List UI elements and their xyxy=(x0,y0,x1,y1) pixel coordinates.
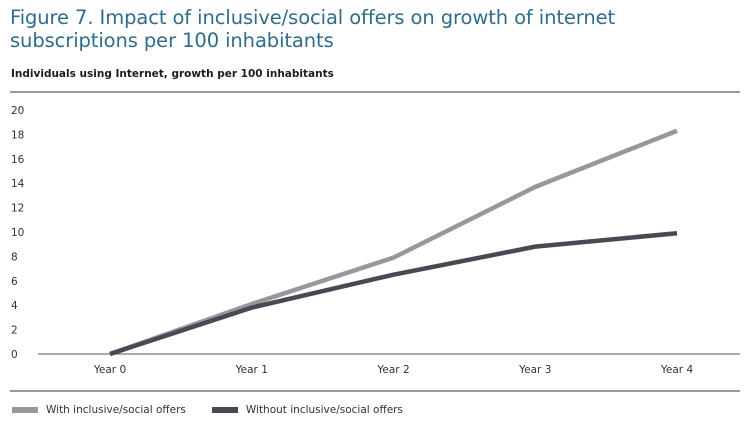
y-tick-label: 4 xyxy=(11,300,18,312)
legend-swatch xyxy=(12,407,38,413)
figure-title: Figure 7. Impact of inclusive/social off… xyxy=(10,6,616,52)
chart-legend: With inclusive/social offers Without incl… xyxy=(12,404,429,416)
x-tick-label: Year 0 xyxy=(93,364,126,376)
y-tick-label: 2 xyxy=(11,325,18,337)
y-tick-label: 18 xyxy=(11,129,24,141)
y-tick-label: 10 xyxy=(11,227,24,239)
chart-subtitle: Individuals using Internet, growth per 1… xyxy=(11,68,334,80)
legend-label: With inclusive/social offers xyxy=(46,404,186,416)
y-tick-label: 12 xyxy=(11,203,24,215)
legend-item-1: With inclusive/social offers xyxy=(12,404,186,416)
series-line-1 xyxy=(109,128,678,357)
y-tick-label: 16 xyxy=(11,154,25,166)
x-tick-label: Year 1 xyxy=(235,364,268,376)
x-tick-label: Year 3 xyxy=(518,364,551,376)
x-tick-label: Year 4 xyxy=(660,364,694,376)
legend-swatch xyxy=(211,407,238,413)
legend-item-2: Without inclusive/social offers xyxy=(211,404,403,416)
legend-label: Without inclusive/social offers xyxy=(245,404,403,416)
y-tick-label: 20 xyxy=(11,105,24,117)
y-tick-label: 14 xyxy=(11,178,25,190)
y-tick-label: 6 xyxy=(11,276,18,288)
y-tick-label: 0 xyxy=(11,349,18,361)
series-line-2 xyxy=(109,230,678,357)
y-tick-label: 8 xyxy=(11,251,18,263)
x-tick-label: Year 2 xyxy=(376,364,409,376)
